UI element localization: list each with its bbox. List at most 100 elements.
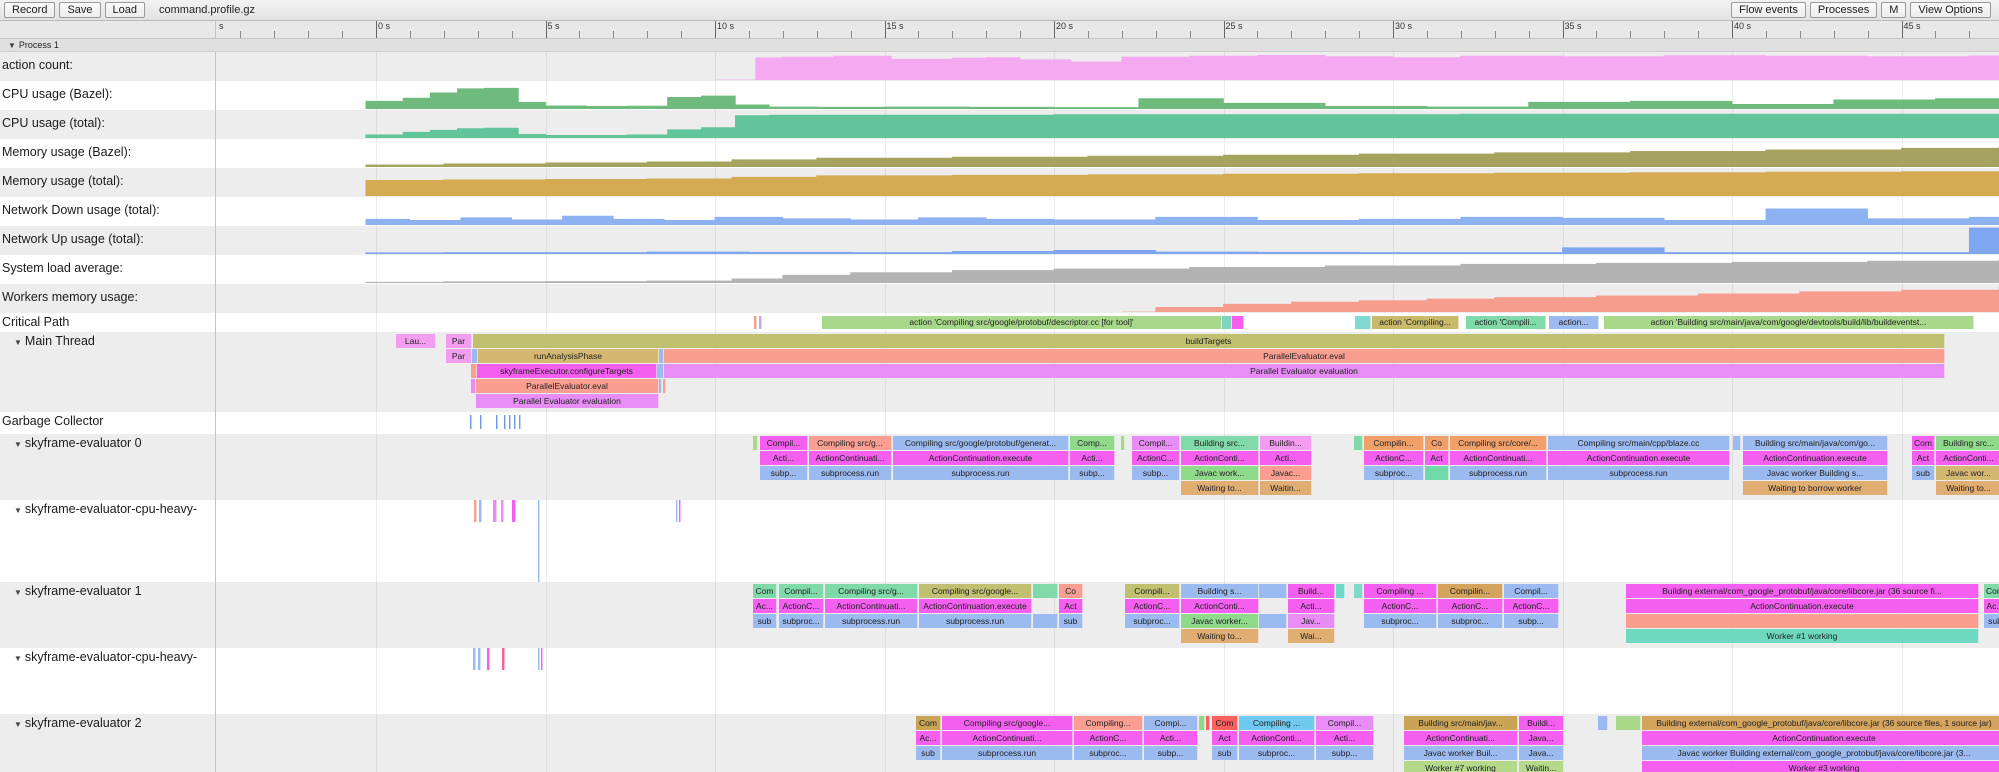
gc-slice[interactable] — [480, 415, 482, 429]
timeline-slice[interactable]: buildTargets — [473, 334, 1945, 348]
timeline-slice[interactable]: Javac worker Buil... — [1404, 746, 1518, 760]
timeline-slice[interactable] — [493, 500, 497, 522]
timeline-slice[interactable]: ActionC... — [1125, 599, 1180, 613]
timeline-slice[interactable]: Compiling src/core/... — [1450, 436, 1547, 450]
metrics-button[interactable]: M — [1881, 2, 1907, 18]
timeline-slice[interactable] — [502, 648, 505, 670]
timeline-slice[interactable]: Act — [1212, 731, 1238, 745]
timeline-slice[interactable]: Compi... — [1144, 716, 1198, 730]
track-label-row[interactable]: ▼ skyframe-evaluator 0 — [0, 434, 215, 500]
timeline-slice[interactable]: Waitin... — [1519, 761, 1564, 772]
timeline-slice[interactable]: Worker #7 working — [1404, 761, 1518, 772]
timeline-slice[interactable]: ActionContinuation.execute — [1626, 599, 1979, 613]
timeline-slice[interactable] — [663, 379, 666, 393]
timeline-slice[interactable]: Ac... — [1984, 599, 1999, 613]
timeline-slice[interactable]: Building external/com_google_protobuf/ja… — [1626, 584, 1979, 598]
track-label-row[interactable]: Memory usage (total): — [0, 168, 215, 197]
timeline-slice[interactable]: Javac work... — [1181, 466, 1259, 480]
timeline-slice[interactable]: Javac worker Building s... — [1743, 466, 1888, 480]
gc-slice[interactable] — [504, 415, 506, 429]
track-label-row[interactable]: ▼ skyframe-evaluator-cpu-heavy- — [0, 648, 215, 714]
timeline-slice[interactable]: subproc... — [1438, 614, 1503, 628]
timeline-slice[interactable]: ActionConti... — [1239, 731, 1315, 745]
timeline-slice[interactable]: subprocess.run — [825, 614, 918, 628]
timeline-slice[interactable]: Java... — [1519, 731, 1564, 745]
timeline-slice[interactable]: ActionConti... — [1181, 599, 1259, 613]
timeline-slice[interactable]: Building s... — [1181, 584, 1259, 598]
timeline-slice[interactable]: Co — [1059, 584, 1083, 598]
timeline-slice[interactable]: subprocess.run — [942, 746, 1073, 760]
timeline-slice[interactable] — [1354, 584, 1363, 598]
timeline-slice[interactable]: ActionC... — [1364, 599, 1437, 613]
timeline-slice[interactable] — [1259, 584, 1287, 598]
timeline-slice[interactable]: runAnalysisPhase — [478, 349, 659, 363]
timeline-slice[interactable] — [759, 316, 762, 329]
timeline-slice[interactable]: ActionC... — [779, 599, 824, 613]
timeline-slice[interactable]: subp... — [1316, 746, 1374, 760]
timeline-slice[interactable]: Compiling src/google/protobuf/generat... — [893, 436, 1069, 450]
timeline-slice[interactable]: subprocess.run — [1548, 466, 1730, 480]
timeline-slice[interactable]: subproc... — [1364, 466, 1424, 480]
timeline-slice[interactable]: Wai... — [1288, 629, 1335, 643]
timeline-slice[interactable]: Acti... — [1144, 731, 1198, 745]
timeline-slice[interactable] — [538, 648, 540, 670]
timeline-slice[interactable]: Build... — [1288, 584, 1335, 598]
timeline-slice[interactable] — [676, 500, 678, 522]
timeline-slice[interactable]: sub — [916, 746, 941, 760]
timeline-slice[interactable]: Waiting to... — [1936, 481, 1999, 495]
view-options-button[interactable]: View Options — [1910, 2, 1991, 18]
timeline-slice[interactable]: Par — [446, 349, 472, 363]
timeline-slice[interactable]: Waiting to... — [1181, 629, 1259, 643]
load-button[interactable]: Load — [104, 2, 146, 18]
timeline-slice[interactable] — [1232, 316, 1244, 329]
timeline-slice[interactable]: action 'Compili... — [1466, 316, 1546, 329]
timeline-slice[interactable]: action 'Compiling... — [1372, 316, 1459, 329]
timeline-slice[interactable]: Javac worker Building external/com_googl… — [1642, 746, 1999, 760]
timeline-slice[interactable]: Acti... — [1260, 451, 1312, 465]
timeline-slice[interactable] — [1616, 716, 1641, 730]
flow-events-button[interactable]: Flow events — [1731, 2, 1806, 18]
timeline-slice[interactable]: Waitin... — [1260, 481, 1312, 495]
timeline-slice[interactable]: ActionContinuati... — [1404, 731, 1518, 745]
timeline-slice[interactable]: Acti... — [1288, 599, 1335, 613]
ruler-ticks[interactable]: -5 s 0 s 5 s 10 s 15 s 20 s 25 s 30 s 35 s 40 s 45… — [216, 21, 1999, 38]
timeline-slice[interactable]: Waiting to... — [1181, 481, 1259, 495]
timeline-slice[interactable]: Javac wor... — [1936, 466, 1999, 480]
timeline-slice[interactable]: Act — [1059, 599, 1083, 613]
timeline-slice[interactable]: Javac... — [1260, 466, 1312, 480]
timeline-slice[interactable] — [471, 379, 476, 393]
timeline-slice[interactable]: ParallelEvaluator.eval — [476, 379, 659, 393]
chevron-down-icon[interactable]: ▼ — [14, 588, 22, 597]
timeline-slice[interactable] — [1354, 436, 1363, 450]
timeline-slice[interactable]: Com — [916, 716, 941, 730]
timeline-slice[interactable]: ActionC... — [1132, 451, 1180, 465]
timeline-slice[interactable] — [1222, 316, 1232, 329]
timeline-slice[interactable]: action... — [1549, 316, 1599, 329]
timeline-slice[interactable]: Building src/main/java/com/go... — [1743, 436, 1888, 450]
timeline-slice[interactable] — [541, 648, 543, 670]
timeline-slice[interactable]: subprocess.run — [1450, 466, 1547, 480]
timeline-slice[interactable] — [471, 364, 477, 378]
timeline-slice[interactable]: subproc... — [1239, 746, 1315, 760]
processes-button[interactable]: Processes — [1809, 2, 1878, 18]
timeline-slice[interactable]: Lau... — [396, 334, 436, 348]
timeline-slice[interactable]: sub — [1912, 466, 1935, 480]
timeline-slice[interactable] — [1206, 716, 1210, 730]
timeline-slice[interactable]: subproc... — [779, 614, 824, 628]
timeline-slice[interactable]: Compili... — [1125, 584, 1180, 598]
timeline-slice[interactable]: Buildi... — [1519, 716, 1564, 730]
timeline-slice[interactable] — [487, 648, 490, 670]
timeline-slice[interactable]: Compiling src/g... — [809, 436, 892, 450]
timeline-slice[interactable]: Compiling ... — [1239, 716, 1315, 730]
timeline-slice[interactable]: subprocess.run — [893, 466, 1069, 480]
timeline-slice[interactable] — [659, 349, 664, 363]
gc-slice[interactable] — [509, 415, 511, 429]
timeline-slice[interactable]: sub — [753, 614, 777, 628]
timeline-slice[interactable]: Compiling src/google... — [942, 716, 1073, 730]
track-label-row[interactable]: Memory usage (Bazel): — [0, 139, 215, 168]
timeline-slice[interactable]: sub — [1984, 614, 1999, 628]
timeline-slice[interactable]: ActionConti... — [1181, 451, 1259, 465]
timeline-slice[interactable]: Par — [446, 334, 472, 348]
track-label-row[interactable]: Workers memory usage: — [0, 284, 215, 313]
timeline-slice[interactable]: Building src... — [1181, 436, 1259, 450]
